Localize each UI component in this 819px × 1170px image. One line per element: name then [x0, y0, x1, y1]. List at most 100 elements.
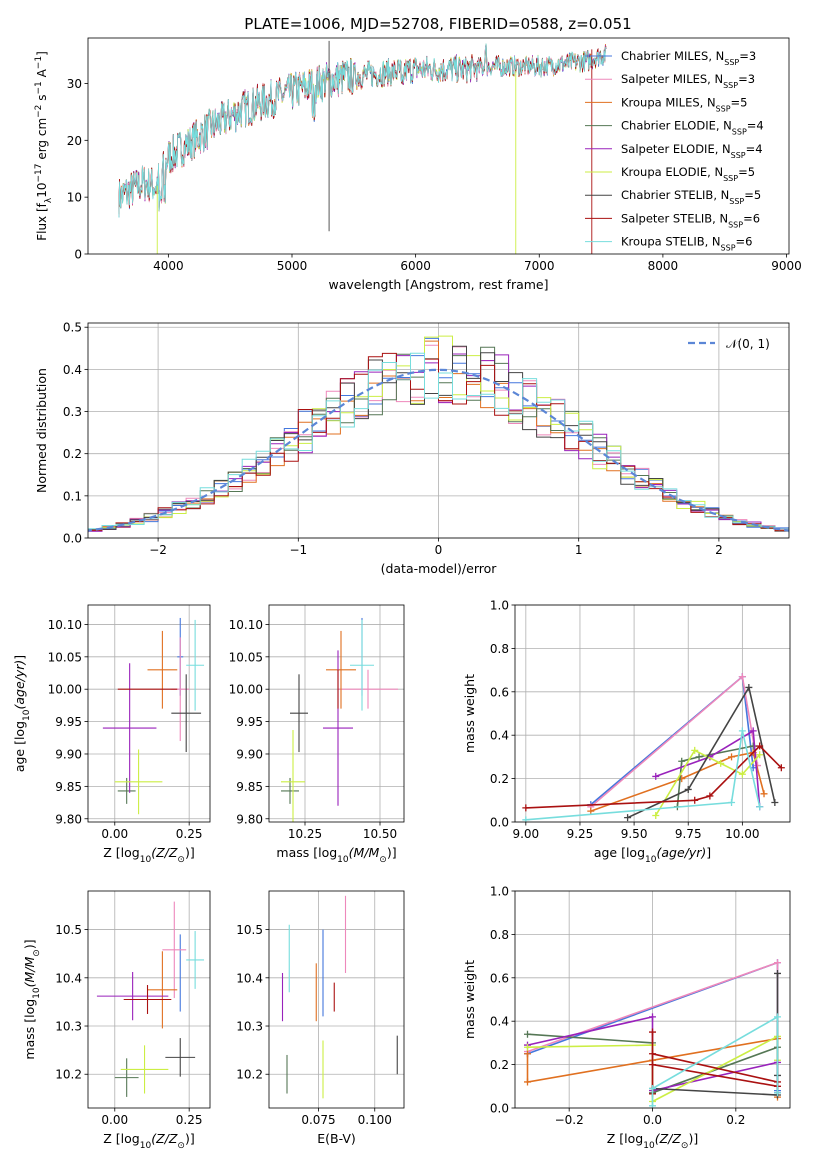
y-tick-label: 0.6: [490, 685, 509, 699]
weight-marker: [649, 1084, 656, 1092]
legend-text: Salpeter MILES, N: [621, 72, 723, 86]
weight-marker: [524, 1043, 531, 1051]
axis-layer: −2 −1 0 1 2 0.0 0.1 0.2 0.3 0.4 0.5 (data-model)/er…: [34, 321, 790, 576]
label-part: −2: [34, 105, 44, 118]
weight-marker: [774, 969, 781, 977]
axis-layer: 0.00 0.25 9.80 9.85 9.90 9.95 10.00 10.05 10.10 Z…: [12, 604, 211, 865]
x-tick-label: −2: [149, 543, 167, 557]
axes-frame: [514, 890, 791, 1109]
y-tick-label: 0.8: [490, 928, 509, 942]
x-tick-label: 9.00: [512, 827, 539, 841]
weight-marker: [749, 742, 757, 750]
label-part: )]: [185, 1131, 195, 1146]
weight-marker: [738, 770, 746, 778]
x-tick-label: 0.00: [101, 827, 128, 841]
errorbar-point: [171, 674, 202, 753]
spectrum-series-line: [118, 44, 607, 218]
label-part: erg cm: [35, 118, 49, 164]
x-tick-label: 0.25: [176, 827, 203, 841]
weight-marker: [756, 803, 764, 811]
weight-series-line: [651, 1015, 779, 1106]
legend-text: Chabrier ELODIE, N: [621, 119, 732, 133]
weight-marker: [624, 814, 632, 822]
label-part: Z [log: [607, 1131, 643, 1146]
weight-marker: [649, 1102, 656, 1108]
legend-text: Kroupa STELIB, N: [621, 235, 721, 249]
label-part: Z [log: [103, 1131, 139, 1146]
label-sub: 10: [32, 987, 42, 999]
label-part: ]: [12, 655, 27, 660]
label-part: )]: [185, 845, 195, 860]
errorbar-point: [165, 1038, 196, 1077]
axes-frame: [268, 604, 405, 823]
y-tick-label: 30: [67, 77, 82, 91]
legend-text: Kroupa MILES, N: [621, 95, 716, 109]
label-part: (M/M: [349, 845, 380, 860]
legend-text: =6: [736, 235, 753, 249]
label-sub: 10: [645, 855, 657, 865]
label-part: (age/yr): [12, 660, 27, 710]
label-part: mass [log: [276, 845, 337, 860]
axis-label: mass [log10(M/M⊙)]: [276, 845, 396, 865]
y-tick-label: 10.2: [236, 1068, 263, 1082]
y-tick-label: 10.5: [236, 923, 263, 937]
legend-entry: Kroupa STELIB, NSSP=6: [621, 235, 752, 253]
label-part: λ: [44, 197, 54, 203]
axis-label: Z [log10(Z/Z⊙)]: [607, 1131, 698, 1151]
errorbar-point: [338, 669, 398, 709]
figure-title: PLATE=1006, MJD=52708, FIBERID=0588, z=0…: [244, 15, 631, 33]
y-tick-label: 0.4: [490, 1015, 509, 1029]
axes-frame: [87, 37, 790, 255]
weight-marker: [728, 798, 736, 806]
y-tick-label: 0.0: [63, 532, 82, 546]
label-part: (Z/Z: [655, 1131, 682, 1146]
axis-label: age [log10(age/yr)]: [12, 655, 32, 772]
label-part: (M/M: [22, 957, 37, 988]
legend-text: =3: [739, 49, 756, 63]
x-tick-label: 5000: [277, 259, 308, 273]
weight-marker: [524, 1078, 531, 1086]
spectrum-series-line: [118, 45, 607, 216]
legend-text: =4: [747, 119, 764, 133]
label-sub: ⊙: [379, 855, 387, 865]
y-tick-label: 10.5: [55, 923, 82, 937]
plot-area: [281, 617, 398, 822]
errorbar-point: [114, 749, 163, 815]
axes-residual-histogram: −2 −1 0 1 2 0.0 0.1 0.2 0.3 0.4 0.5 (data-model)/er…: [34, 321, 790, 576]
legend-entry: Chabrier ELODIE, NSSP=4: [621, 119, 764, 137]
errorbar-point: [350, 619, 374, 711]
plot-area: [102, 617, 205, 815]
label-part: s: [35, 95, 49, 105]
legend-entry: Salpeter MILES, NSSP=3: [621, 72, 755, 90]
grid: [88, 891, 210, 1108]
label-sub: ⊙: [681, 1141, 689, 1151]
y-tick-label: 10: [67, 191, 82, 205]
y-tick-label: 0.2: [490, 772, 509, 786]
errorbar-point: [326, 630, 356, 709]
legend-text: Chabrier MILES, N: [621, 49, 724, 63]
legend-entry: Chabrier STELIB, NSSP=5: [621, 188, 761, 206]
weight-marker: [777, 764, 785, 772]
grid: [269, 605, 404, 822]
y-tick-label: 1.0: [490, 885, 509, 899]
y-tick-label: 20: [67, 134, 82, 148]
errorbar-point: [114, 1058, 139, 1097]
label-part: (age/yr): [656, 845, 706, 860]
legend-sub: SSP: [732, 127, 747, 136]
weight-marker: [649, 1028, 656, 1036]
weight-marker: [695, 753, 703, 761]
legend-text: Salpeter ELODIE, N: [621, 142, 731, 156]
weight-marker: [524, 1050, 531, 1058]
legend-sub: SSP: [716, 104, 731, 113]
spectrum-series-line: [118, 45, 607, 217]
legend-sub: SSP: [728, 220, 743, 229]
grid: [269, 891, 404, 1108]
axes-weight-vs-Z: −0.2 0.0 0.2 0.0 0.2 0.4 0.6 0.8 1.0 Z [log10(Z/Z…: [462, 885, 791, 1151]
weight-marker: [524, 1030, 531, 1038]
axes-spectrum: 4000 5000 6000 7000 8000 9000 0 10 20 30 wavelengt…: [34, 37, 802, 292]
axis-label: Z [log10(Z/Z⊙)]: [103, 1131, 194, 1151]
y-tick-label: 0.3: [63, 405, 82, 419]
weight-marker: [738, 727, 746, 735]
x-axis-label: (data-model)/error: [381, 561, 498, 576]
